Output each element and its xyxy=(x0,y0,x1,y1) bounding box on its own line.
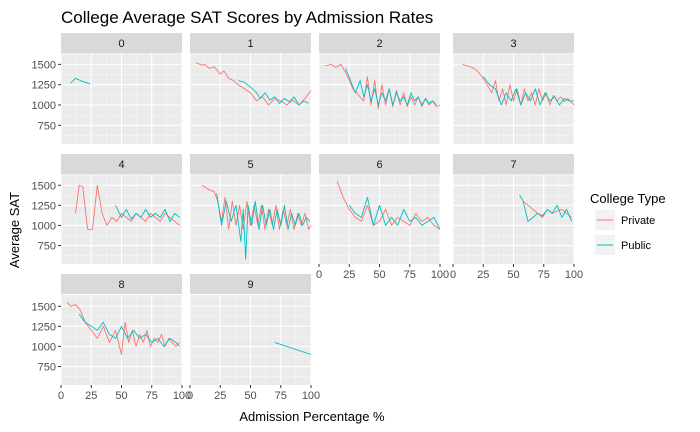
facet-strip-3 xyxy=(453,33,574,53)
x-tick-label: 50 xyxy=(115,390,127,402)
series-line-public-facet-6 xyxy=(348,196,441,230)
facet-strip-label-4: 4 xyxy=(118,159,124,171)
facet-strip-6 xyxy=(319,154,440,174)
facet-strip-9 xyxy=(190,274,311,294)
series-line-public-facet-5 xyxy=(216,193,311,260)
x-tick-label: 100 xyxy=(173,390,191,402)
y-tick-label: 1250 xyxy=(32,321,56,333)
series-line-public-facet-8 xyxy=(78,314,180,347)
x-tick-label: 50 xyxy=(373,269,385,281)
x-tick-label: 75 xyxy=(404,269,416,281)
x-tick-label: 100 xyxy=(302,390,320,402)
x-axis-label: Admission Percentage % xyxy=(239,409,385,424)
facet-strip-label-1: 1 xyxy=(247,38,253,50)
facet-strip-label-5: 5 xyxy=(247,159,253,171)
facet-strip-label-7: 7 xyxy=(510,159,516,171)
x-tick-label: 75 xyxy=(146,390,158,402)
facet-strip-label-9: 9 xyxy=(247,279,253,291)
facet-strip-8 xyxy=(61,274,182,294)
facet-strip-label-2: 2 xyxy=(376,38,382,50)
y-tick-label: 1000 xyxy=(32,341,56,353)
y-tick-label: 1000 xyxy=(32,100,56,112)
facet-strip-label-6: 6 xyxy=(376,159,382,171)
facet-strip-label-0: 0 xyxy=(118,38,124,50)
legend-label-private: Private xyxy=(621,215,655,227)
series-line-public-facet-9 xyxy=(274,341,312,355)
x-tick-label: 50 xyxy=(507,269,519,281)
x-tick-label: 25 xyxy=(477,269,489,281)
facet-strip-label-3: 3 xyxy=(510,38,516,50)
series-line-public-facet-1 xyxy=(238,80,309,106)
x-tick-label: 0 xyxy=(316,269,322,281)
series-line-public-facet-2 xyxy=(345,68,437,106)
y-tick-label: 1500 xyxy=(32,59,56,71)
x-tick-label: 0 xyxy=(187,390,193,402)
series-line-private-facet-4 xyxy=(75,184,180,230)
y-tick-label: 1250 xyxy=(32,200,56,212)
x-tick-label: 75 xyxy=(538,269,550,281)
series-line-private-facet-8 xyxy=(66,301,180,355)
facet-strip-4 xyxy=(61,154,182,174)
x-tick-label: 100 xyxy=(431,269,449,281)
series-line-public-facet-0 xyxy=(70,77,91,85)
legend-title: College Type xyxy=(590,191,666,206)
facet-strip-5 xyxy=(190,154,311,174)
x-tick-label: 25 xyxy=(214,390,226,402)
facet-strip-0 xyxy=(61,33,182,53)
series-line-public-facet-4 xyxy=(115,205,180,222)
x-tick-label: 50 xyxy=(244,390,256,402)
series-line-private-facet-6 xyxy=(336,181,441,230)
facet-strip-7 xyxy=(453,154,574,174)
x-tick-label: 0 xyxy=(58,390,64,402)
series-line-public-facet-3 xyxy=(482,76,574,106)
legend-label-public: Public xyxy=(621,240,651,252)
series-line-private-facet-3 xyxy=(462,63,575,106)
series-line-public-facet-7 xyxy=(519,194,573,222)
y-tick-label: 1250 xyxy=(32,80,56,92)
x-tick-label: 0 xyxy=(450,269,456,281)
legend: College Type Private Public xyxy=(590,191,666,255)
legend-entries: Private Public xyxy=(595,210,655,255)
facet-strip-label-8: 8 xyxy=(118,279,124,291)
y-tick-label: 1000 xyxy=(32,220,56,232)
y-tick-label: 750 xyxy=(38,120,56,132)
series-line-private-facet-1 xyxy=(195,62,312,106)
x-tick-label: 100 xyxy=(565,269,583,281)
y-tick-label: 750 xyxy=(38,241,56,253)
facet-strip-1 xyxy=(190,33,311,53)
x-tick-label: 25 xyxy=(343,269,355,281)
chart-title: College Average SAT Scores by Admission … xyxy=(61,8,433,27)
x-tick-label: 25 xyxy=(85,390,97,402)
x-tick-label: 75 xyxy=(275,390,287,402)
y-tick-label: 1500 xyxy=(32,180,56,192)
facet-strip-2 xyxy=(319,33,440,53)
y-axis-label: Average SAT xyxy=(7,192,22,268)
y-tick-label: 1500 xyxy=(32,301,56,313)
y-tick-label: 750 xyxy=(38,362,56,374)
series-line-private-facet-5 xyxy=(201,184,312,230)
series-line-private-facet-2 xyxy=(324,63,441,110)
